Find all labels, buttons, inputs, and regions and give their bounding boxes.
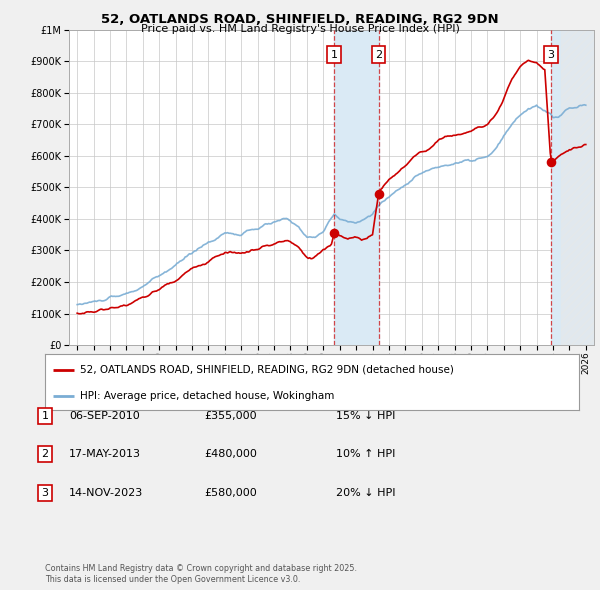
Text: Price paid vs. HM Land Registry's House Price Index (HPI): Price paid vs. HM Land Registry's House … — [140, 24, 460, 34]
Text: This data is licensed under the Open Government Licence v3.0.: This data is licensed under the Open Gov… — [45, 575, 301, 584]
Bar — [561, 30, 594, 345]
Text: 52, OATLANDS ROAD, SHINFIELD, READING, RG2 9DN: 52, OATLANDS ROAD, SHINFIELD, READING, R… — [101, 13, 499, 26]
Text: 14-NOV-2023: 14-NOV-2023 — [69, 488, 143, 497]
Point — [329, 228, 339, 238]
Text: 20% ↓ HPI: 20% ↓ HPI — [336, 488, 395, 497]
Text: 52, OATLANDS ROAD, SHINFIELD, READING, RG2 9DN (detached house): 52, OATLANDS ROAD, SHINFIELD, READING, R… — [80, 365, 454, 375]
Text: 1: 1 — [331, 50, 338, 60]
Text: HPI: Average price, detached house, Wokingham: HPI: Average price, detached house, Woki… — [80, 391, 334, 401]
Text: 2: 2 — [41, 450, 49, 459]
Text: 10% ↑ HPI: 10% ↑ HPI — [336, 450, 395, 459]
Text: £480,000: £480,000 — [204, 450, 257, 459]
Text: 3: 3 — [41, 488, 49, 497]
Text: £355,000: £355,000 — [204, 411, 257, 421]
Text: 15% ↓ HPI: 15% ↓ HPI — [336, 411, 395, 421]
Point — [374, 189, 383, 198]
Bar — [334, 30, 379, 345]
Point — [546, 158, 556, 167]
Text: £580,000: £580,000 — [204, 488, 257, 497]
Text: 1: 1 — [41, 411, 49, 421]
Text: 2: 2 — [375, 50, 382, 60]
Text: 3: 3 — [547, 50, 554, 60]
Text: 17-MAY-2013: 17-MAY-2013 — [69, 450, 141, 459]
Text: Contains HM Land Registry data © Crown copyright and database right 2025.: Contains HM Land Registry data © Crown c… — [45, 565, 357, 573]
Text: 06-SEP-2010: 06-SEP-2010 — [69, 411, 140, 421]
Bar — [551, 30, 594, 345]
